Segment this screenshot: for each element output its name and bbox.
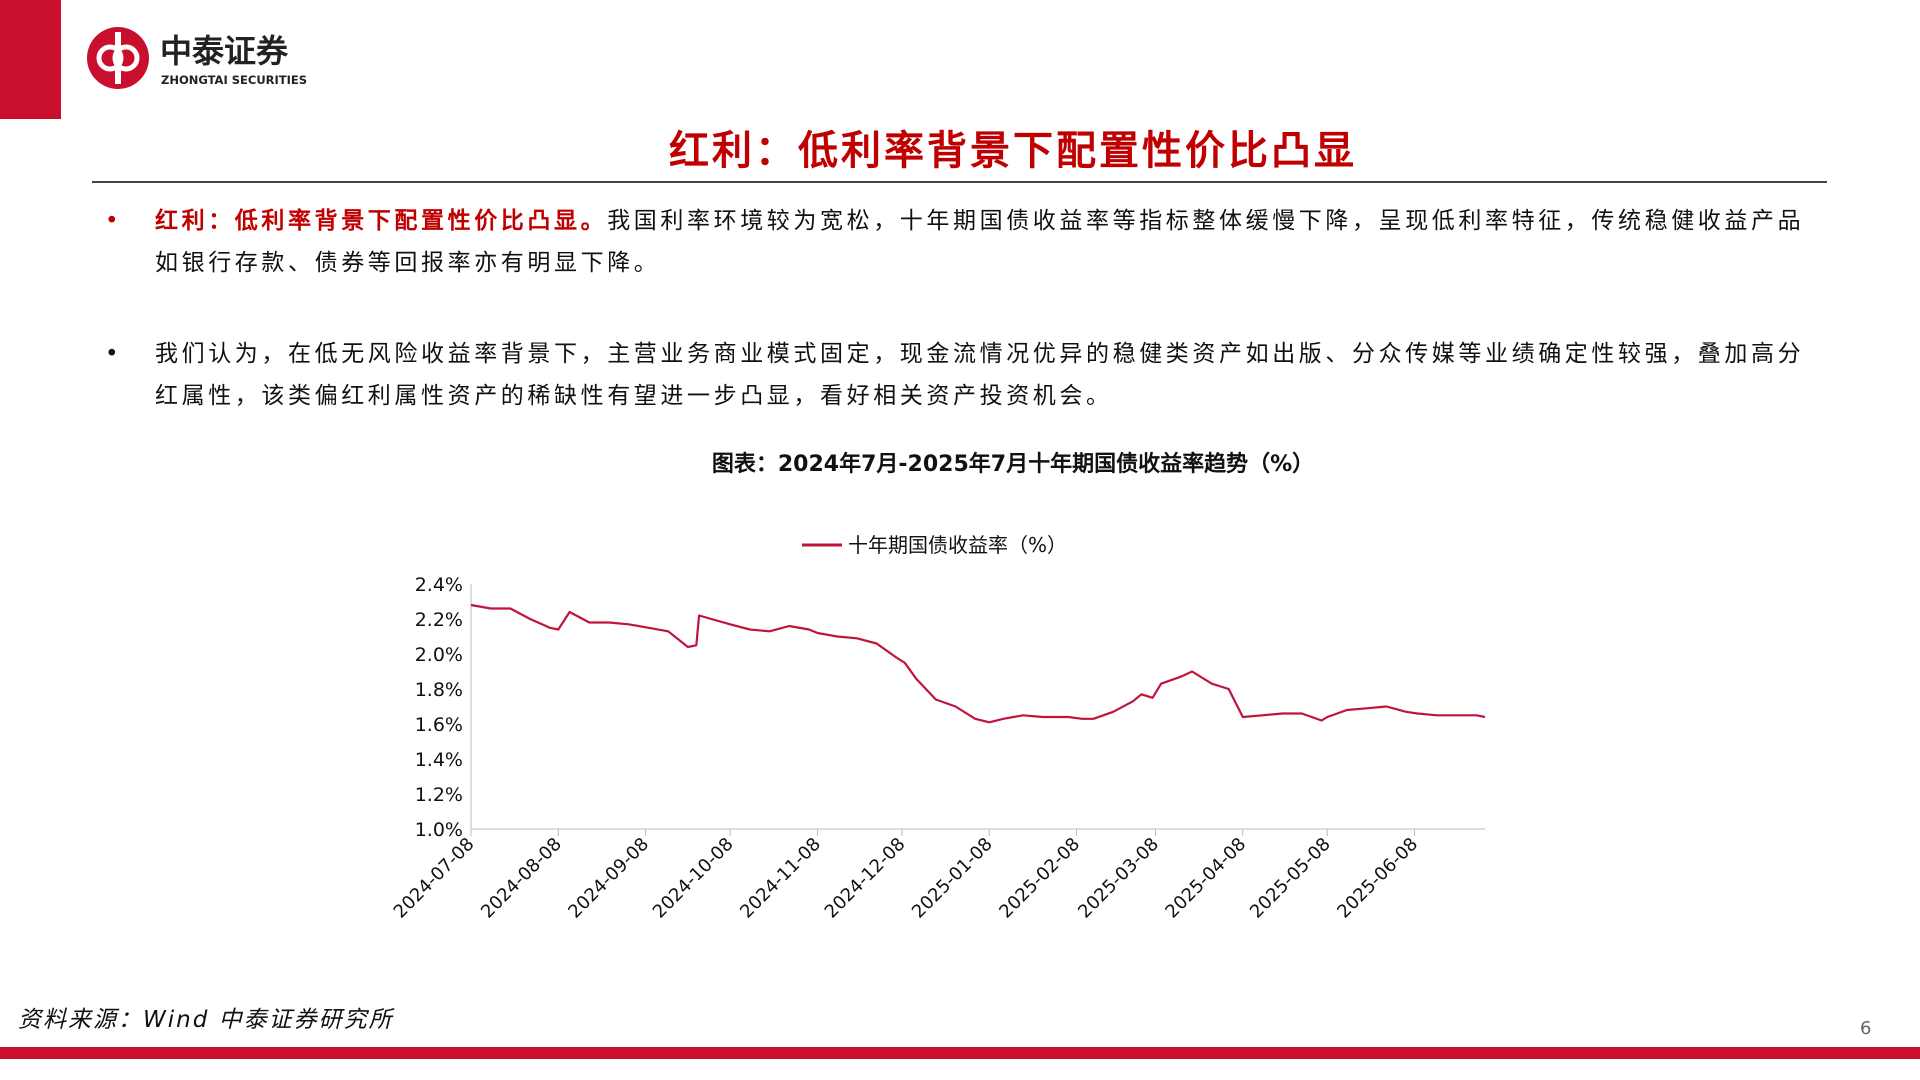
x-tick-label: 2024-12-08 <box>821 834 910 923</box>
y-tick-label: 1.2% <box>415 784 463 806</box>
logo: 中泰证券 ZHONGTAI SECURITIES <box>87 27 307 89</box>
x-tick-label: 2024-07-08 <box>390 834 479 923</box>
bullet-text: 我们认为，在低无风险收益率背景下，主营业务商业模式固定，现金流情况优异的稳健类资… <box>155 341 1805 409</box>
x-tick-label: 2025-03-08 <box>1074 834 1163 923</box>
rule <box>92 181 1827 183</box>
x-tick-label: 2024-09-08 <box>564 834 653 923</box>
source: 资料来源：Wind 中泰证券研究所 <box>18 1007 394 1033</box>
x-tick-label: 2025-01-08 <box>908 834 997 923</box>
logo-name-en: ZHONGTAI SECURITIES <box>161 73 307 87</box>
y-tick-label: 1.0% <box>415 819 463 841</box>
slide-title: 红利：低利率背景下配置性价比凸显 <box>669 128 1357 174</box>
y-tick-label: 2.2% <box>415 609 463 631</box>
y-tick-label: 1.8% <box>415 679 463 701</box>
y-tick-label: 1.6% <box>415 714 463 736</box>
y-tick-label: 2.4% <box>415 574 463 596</box>
chart: 图表：2024年7月-2025年7月十年期国债收益率趋势（%） 1.0% 1.2%… <box>390 451 1486 923</box>
y-tick-label: 1.4% <box>415 749 463 771</box>
x-tick-label: 2024-08-08 <box>477 834 566 923</box>
line <box>470 603 1486 724</box>
x-tick-label: 2025-04-08 <box>1161 834 1250 923</box>
bullet: • 我们认为，在低无风险收益率背景下，主营业务商业模式固定，现金流情况优异的稳健类… <box>105 333 1815 417</box>
legend-label: 十年期国债收益率（%） <box>848 533 1067 557</box>
page-number: 6 <box>1860 1018 1872 1039</box>
corner-band <box>0 0 61 119</box>
y-tick-label: 2.0% <box>415 644 463 666</box>
bullet-lead: 红利：低利率背景下配置性价比凸显。 <box>155 208 608 234</box>
x-tick-label: 2025-05-08 <box>1246 834 1335 923</box>
bullet-dot: • <box>105 208 123 234</box>
bottom-bar <box>0 1047 1920 1059</box>
logo-name: 中泰证券 <box>160 32 289 70</box>
logo-bar <box>115 32 121 84</box>
bullet: • 红利：低利率背景下配置性价比凸显。我国利率环境较为宽松，十年期国债收益率等指标… <box>105 200 1815 284</box>
bullet-text: 我国利率环境较为宽松，十年期国债收益率等指标整体缓慢下降，呈现低利率特征，传统稳… <box>155 208 1805 276</box>
x-tick-label: 2024-10-08 <box>649 834 738 923</box>
x-tick-label: 2024-11-08 <box>736 834 825 923</box>
x-tick-label: 2025-02-08 <box>995 834 1084 923</box>
chart-title: 图表：2024年7月-2025年7月十年期国债收益率趋势（%） <box>712 451 1314 477</box>
bullet-dot: • <box>105 341 123 367</box>
x-tick-label: 2025-06-08 <box>1333 834 1422 923</box>
